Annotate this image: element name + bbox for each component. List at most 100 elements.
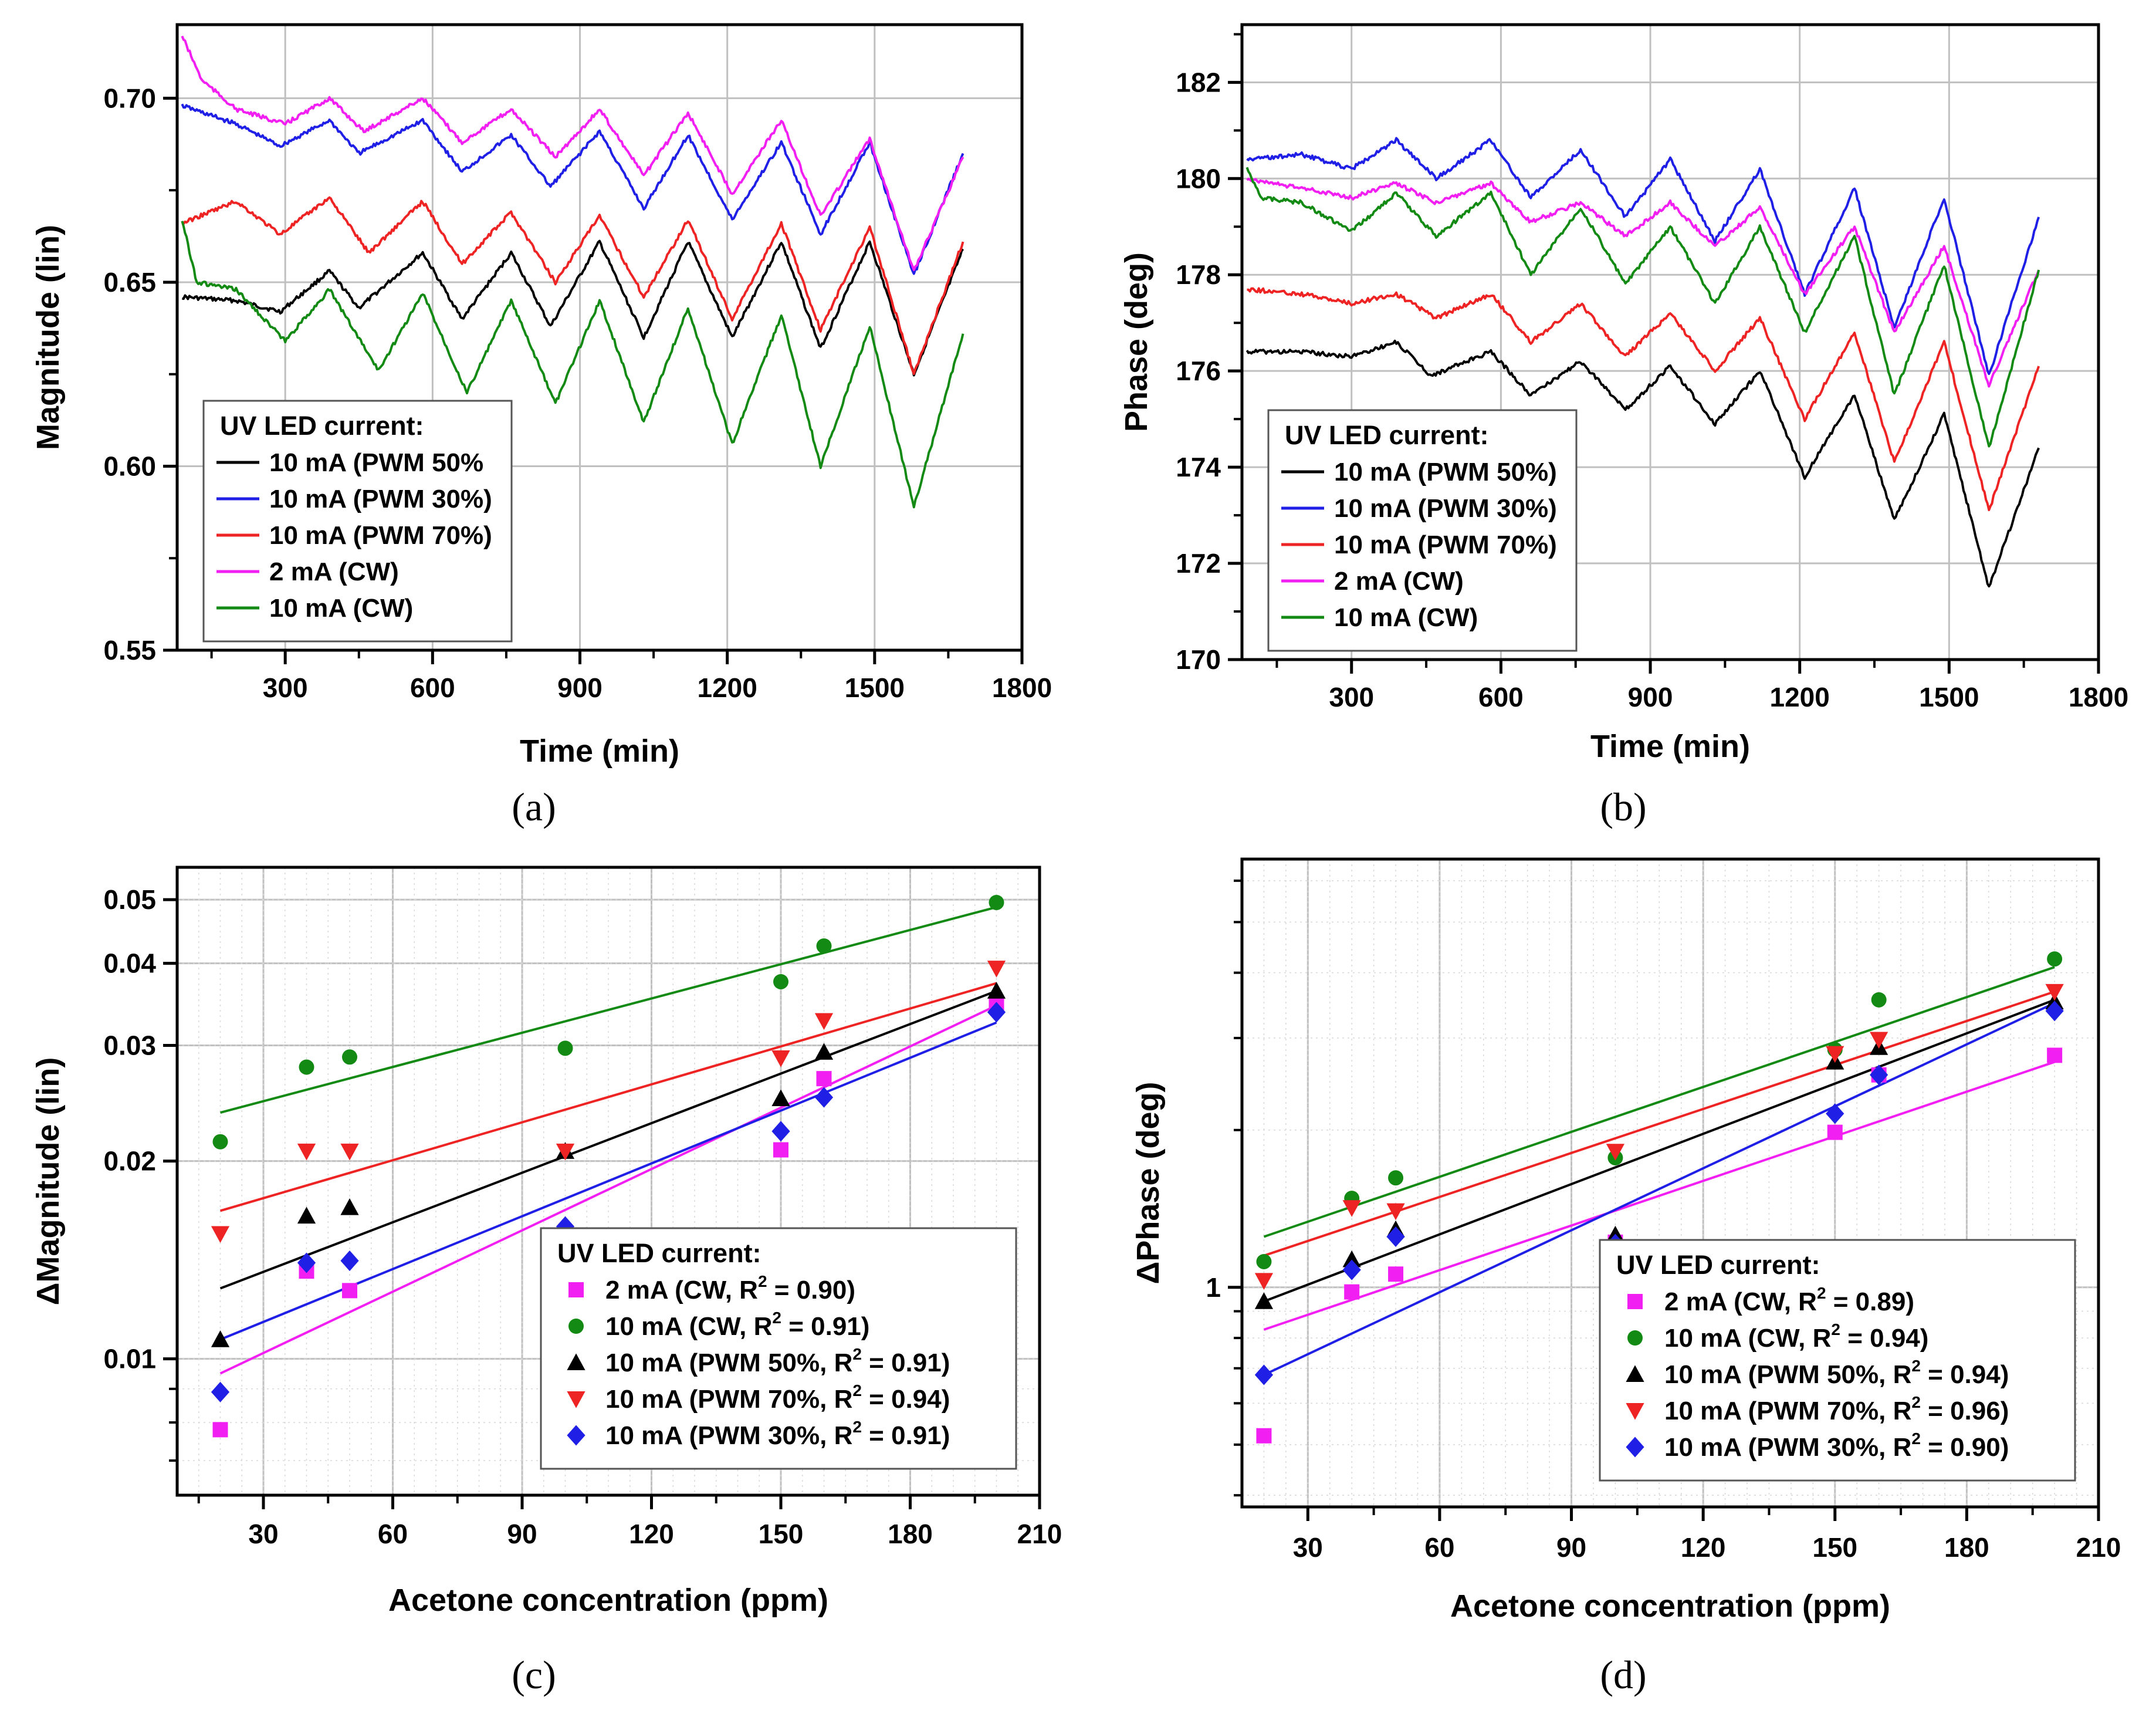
legend-entry-label: 10 mA (PWM 30%, R	[1664, 1433, 1911, 1462]
legend-entry-r2: = 0.96)	[1921, 1397, 2009, 1425]
legend-entry-superscript: 2	[1817, 1284, 1826, 1302]
fit-line-1	[1263, 966, 2055, 1238]
panel-caption: (b)	[1600, 785, 1646, 829]
fit-line-0	[1263, 1060, 2055, 1331]
legend-entry: 10 mA (PWM 70%)	[1334, 530, 1557, 559]
data-point	[1826, 1103, 1844, 1124]
series-group	[181, 35, 964, 509]
y-tick-label: 0.70	[103, 83, 156, 113]
legend-entry-r2: = 0.91)	[862, 1421, 950, 1450]
x-tick-label: 150	[759, 1519, 804, 1549]
data-point	[1256, 1253, 1272, 1269]
legend: UV LED current: 10 mA (PWM 50%) 10 mA (PWM…	[1267, 409, 1578, 652]
panel-caption: (c)	[512, 1652, 556, 1697]
legend-box	[1267, 409, 1578, 652]
chart-panel-b: 300 600 900 1200 1500 1800 170 172 174 176 178 180 1…	[1119, 23, 2128, 829]
x-axis-label: Acetone concentration (ppm)	[1450, 1588, 1890, 1624]
series-group	[1245, 137, 2040, 588]
x-tick-label: 120	[629, 1519, 674, 1549]
series-line-4	[1245, 167, 2040, 448]
data-point	[1827, 1124, 1843, 1140]
data-point	[1256, 1428, 1272, 1444]
legend-marker	[568, 1282, 584, 1297]
legend-entry: 2 mA (CW, R2 = 0.90)	[605, 1272, 855, 1304]
legend-title: UV LED current:	[1616, 1250, 1820, 1280]
data-point	[1254, 1364, 1274, 1385]
y-tick-label: 0.60	[103, 451, 156, 481]
y-tick-label: 0.04	[103, 948, 156, 979]
data-point	[211, 1226, 230, 1243]
data-point	[987, 1002, 1006, 1023]
fit-lines	[219, 905, 997, 1375]
legend-box	[202, 400, 513, 643]
data-point	[299, 1059, 314, 1075]
legend-entry: 10 mA (CW)	[1334, 603, 1478, 632]
data-point	[814, 1043, 834, 1060]
legend-entry-r2: = 0.91)	[862, 1348, 950, 1377]
data-point	[1386, 1226, 1405, 1248]
y-tick-label: 0.02	[103, 1146, 156, 1177]
legend-entry: 10 mA (CW)	[269, 594, 413, 623]
x-tick-label: 600	[410, 672, 455, 703]
data-point	[297, 1143, 316, 1161]
x-tick-label: 30	[1293, 1532, 1323, 1563]
legend-entry: 2 mA (CW)	[269, 557, 399, 586]
legend-entry-label: 10 mA (PWM 50%, R	[605, 1348, 852, 1377]
y-tick-label: 176	[1176, 356, 1221, 386]
legend-marker	[1626, 1403, 1644, 1420]
data-point	[2047, 1047, 2063, 1063]
y-tick-label: 0.65	[103, 267, 156, 298]
data-point	[773, 974, 788, 989]
legend-box	[540, 1227, 1017, 1470]
series-line-2	[1247, 287, 2040, 512]
series-line-1	[1246, 137, 2040, 376]
y-tick-label: 0.55	[103, 635, 156, 665]
legend-entry: 10 mA (PWM 30%, R2 = 0.91)	[605, 1418, 950, 1450]
x-tick-label: 180	[1944, 1532, 1989, 1563]
y-tick-label: 0.01	[103, 1344, 156, 1374]
legend-entry: 2 mA (CW, R2 = 0.89)	[1664, 1284, 1914, 1316]
legend: UV LED current: 2 mA (CW, R2 = 0.89) 10 mA…	[1599, 1239, 2076, 1482]
legend-entry-superscript: 2	[852, 1418, 862, 1436]
y-tick-label: 170	[1176, 644, 1221, 675]
y-tick-label: 0.05	[103, 884, 156, 915]
data-point	[212, 1134, 228, 1150]
data-point	[1254, 1292, 1274, 1309]
y-axis-label: Phase (deg)	[1119, 252, 1154, 432]
x-tick-label: 150	[1812, 1532, 1857, 1563]
legend-entry: 10 mA (PWM 70%, R2 = 0.96)	[1664, 1393, 2009, 1425]
series-line-3	[1246, 177, 2040, 388]
series-line-0	[1245, 339, 2040, 588]
legend-entry: 10 mA (PWM 30%)	[269, 485, 492, 513]
legend-title: UV LED current:	[220, 411, 424, 441]
data-point	[814, 1087, 834, 1108]
data-point	[989, 894, 1004, 910]
fit-line-2	[219, 989, 997, 1290]
legend-entry-r2: = 0.90)	[1921, 1433, 2009, 1462]
data-point	[212, 1422, 228, 1438]
legend-entry: 10 mA (PWM 30%, R2 = 0.90)	[1664, 1429, 2009, 1462]
x-tick-label: 210	[2076, 1532, 2121, 1563]
data-point	[771, 1050, 790, 1067]
legend-entry-r2: = 0.91)	[781, 1312, 869, 1341]
y-axis-label: ΔPhase (deg)	[1131, 1082, 1166, 1285]
data-point	[211, 1330, 230, 1347]
x-tick-label: 1200	[698, 672, 757, 703]
data-point	[1606, 1144, 1625, 1161]
legend-entry-label: 10 mA (PWM 30%, R	[605, 1421, 852, 1450]
x-axis-label: Acetone concentration (ppm)	[388, 1583, 828, 1618]
y-tick-label: 180	[1176, 163, 1221, 194]
x-tick-label: 1800	[2069, 682, 2128, 712]
chart-panel-a: 300 600 900 1200 1500 1800 0.55 0.60 0.65 0.70 Tim…	[31, 23, 1052, 829]
data-points	[211, 894, 1006, 1438]
y-tick-label: 174	[1176, 452, 1221, 482]
data-point	[771, 1121, 790, 1142]
legend-entry-superscript: 2	[1911, 1429, 1921, 1448]
series-line-4	[181, 221, 964, 509]
legend-marker	[567, 1391, 585, 1408]
series-line-1	[181, 103, 964, 275]
data-point	[340, 1143, 359, 1161]
data-point	[297, 1252, 316, 1273]
legend-entry-label: 10 mA (PWM 50%, R	[1664, 1360, 1911, 1389]
data-point	[816, 938, 832, 954]
